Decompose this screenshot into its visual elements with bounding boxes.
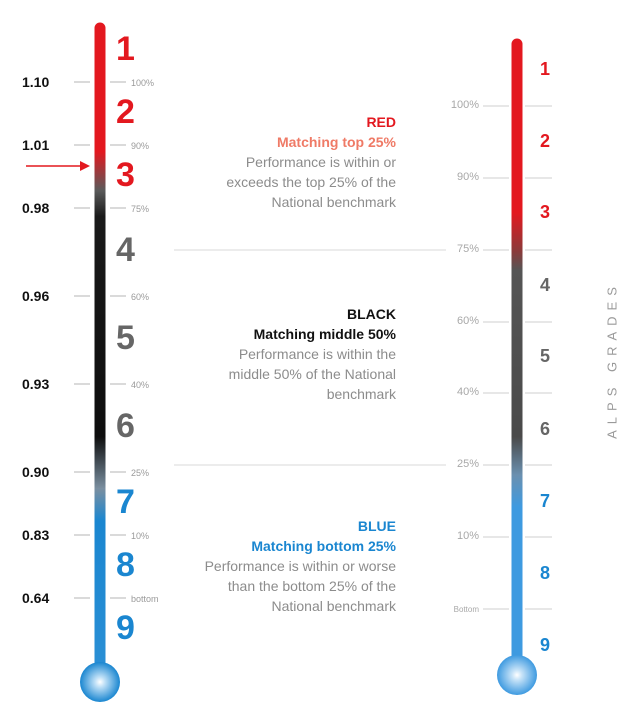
legend-red-desc-line: National benchmark <box>271 194 396 210</box>
left-grade-label: 9 <box>116 609 135 647</box>
red-arrow-icon <box>26 161 90 171</box>
left-thermometer <box>80 22 120 702</box>
right-percentile-label: 75% <box>456 243 479 255</box>
legend-red: RED Matching top 25% Performance is with… <box>126 112 396 212</box>
left-value-label: 0.90 <box>22 464 50 480</box>
legend-blue-desc-line: National benchmark <box>271 598 396 614</box>
left-grade-label: 5 <box>116 319 135 357</box>
right-grade-label: 4 <box>540 275 551 295</box>
left-grade-label: 8 <box>116 546 135 584</box>
left-percentile-label: bottom <box>131 594 159 604</box>
left-percentile-label: 10% <box>131 531 150 541</box>
left-grade-label: 2 <box>116 93 135 131</box>
left-percentile-label: 60% <box>131 292 150 302</box>
right-percentile-label: 25% <box>456 458 479 470</box>
right-grade-label: 1 <box>540 59 551 79</box>
left-grade-label: 4 <box>116 231 135 269</box>
legend-black-subtitle: Matching middle 50% <box>253 326 396 342</box>
left-value-label: 1.10 <box>22 74 50 90</box>
left-percentile-label: 25% <box>131 468 150 478</box>
legend-black-title: BLACK <box>347 306 396 322</box>
legend-red-subtitle: Matching top 25% <box>276 134 396 150</box>
legend-black-desc-line: benchmark <box>326 386 396 402</box>
legend-blue-desc-line: Performance is within or worse <box>204 558 396 574</box>
right-thermometer <box>497 38 537 695</box>
left-percentile-label: 90% <box>131 141 150 151</box>
legend-blue: BLUE Matching bottom 25% Performance is … <box>126 516 396 616</box>
left-grade-label: 1 <box>116 30 135 68</box>
right-grade-label: 2 <box>540 131 551 151</box>
alps-grades-axis-label: ALPS GRADES <box>604 281 620 439</box>
left-grade-label: 3 <box>116 156 135 194</box>
legend-blue-subtitle: Matching bottom 25% <box>251 538 396 554</box>
right-percentile-label: 90% <box>456 171 479 183</box>
legend-red-title: RED <box>366 114 396 130</box>
left-grade-label: 6 <box>116 407 135 445</box>
right-thermometer-bulb <box>497 655 537 695</box>
right-percentile-label: 40% <box>456 386 479 398</box>
right-grade-label: 7 <box>540 491 551 511</box>
right-grade-label: 6 <box>540 419 551 439</box>
legend-red-desc-line: exceeds the top 25% of the <box>226 174 396 190</box>
right-grade-label: 8 <box>540 563 551 583</box>
left-value-label: 0.93 <box>22 376 50 392</box>
right-percentile-label: Bottom <box>453 605 479 614</box>
legend-black-desc-line: middle 50% of the National <box>228 366 396 382</box>
left-value-label: 0.83 <box>22 527 50 543</box>
left-percentile-label: 40% <box>131 380 150 390</box>
legend-black: BLACK Matching middle 50% Performance is… <box>126 304 396 404</box>
legend-blue-title: BLUE <box>357 518 396 534</box>
right-percentile-label: 100% <box>450 99 479 111</box>
left-percentile-label: 75% <box>131 204 150 214</box>
legend-black-desc-line: Performance is within the <box>238 346 396 362</box>
legend-blue-desc-line: than the bottom 25% of the <box>227 578 396 594</box>
left-thermometer-bulb <box>80 662 120 702</box>
right-percentile-label: 60% <box>456 315 479 327</box>
legend-red-desc-line: Performance is within or <box>245 154 396 170</box>
right-tick-marks <box>483 105 552 610</box>
left-value-label: 0.96 <box>22 288 50 304</box>
right-grade-label: 3 <box>540 202 551 222</box>
right-grade-label: 5 <box>540 346 551 366</box>
left-value-label: 0.98 <box>22 200 50 216</box>
right-grade-label: 9 <box>540 635 551 655</box>
left-value-label: 0.64 <box>22 590 50 606</box>
right-percentile-label: 10% <box>456 530 479 542</box>
left-tick-marks <box>74 81 126 599</box>
left-value-label: 1.01 <box>22 137 50 153</box>
left-grade-label: 7 <box>116 483 135 521</box>
left-percentile-label: 100% <box>131 78 155 88</box>
